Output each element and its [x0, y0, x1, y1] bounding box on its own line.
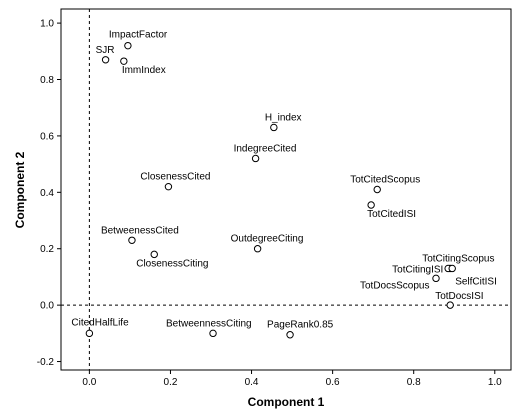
data-point-label: SelfCitISI [455, 276, 497, 287]
data-point-label: TotDocsScopus [360, 280, 429, 291]
data-point-label: OutdegreeCiting [231, 234, 304, 245]
data-point [124, 41, 132, 50]
x-tick-label: 0.0 [82, 377, 96, 388]
data-point-label: BetweennessCiting [166, 318, 252, 329]
data-point-label: ImmIndex [122, 65, 166, 76]
data-point [367, 201, 375, 209]
data-point [164, 182, 173, 191]
data-point-label: SJR [96, 45, 115, 56]
data-point [128, 236, 136, 244]
data-points [85, 41, 456, 339]
data-point-label: TotCitingScopus [422, 253, 494, 264]
plot-frame [60, 8, 512, 371]
data-point [150, 250, 158, 259]
data-point [253, 245, 262, 253]
data-point-label: IndegreeCited [234, 143, 297, 154]
x-axis-ticks: 0.0 0.2 0.4 0.6 0.8 1.0 [82, 370, 502, 388]
data-point-label: ClosenessCited [140, 172, 210, 183]
data-point [432, 274, 440, 283]
data-point [448, 264, 456, 273]
y-tick-label: 0.0 [40, 301, 54, 312]
point-labels: ImpactFactor SJR ImmIndex H_index IndegreeCi… [71, 30, 497, 331]
data-point-label: ImpactFactor [109, 30, 168, 41]
data-point [85, 329, 94, 338]
data-point [373, 185, 381, 194]
data-point-label: H_index [265, 112, 302, 123]
data-point-label: TotCitedISI [367, 209, 416, 220]
data-point-label: CitedHalfLife [71, 317, 129, 328]
data-point-label: ClosenessCiting [136, 258, 208, 269]
y-tick-label: 1.0 [40, 19, 54, 30]
x-axis-label: Component 1 [248, 395, 325, 409]
y-tick-label: 0.6 [40, 131, 54, 142]
data-point-label: TotCitingISI [392, 264, 443, 275]
x-tick-label: 0.4 [245, 377, 259, 388]
data-point [120, 57, 128, 65]
x-tick-label: 0.8 [407, 377, 421, 388]
x-tick-label: 0.6 [326, 377, 340, 388]
y-tick-label: 0.8 [40, 75, 54, 86]
x-tick-label: 1.0 [488, 377, 502, 388]
data-point [270, 123, 278, 132]
y-tick-label: -0.2 [37, 357, 55, 368]
data-point-label: TotDocsISI [435, 291, 483, 302]
x-tick-label: 0.2 [164, 377, 178, 388]
data-point [286, 331, 294, 339]
y-tick-label: 0.2 [40, 244, 54, 255]
data-point [101, 56, 110, 64]
y-axis-ticks: -0.2 0.0 0.2 0.4 0.6 0.8 1.0 [37, 19, 61, 368]
y-axis-label: Component 2 [13, 151, 27, 228]
data-point [209, 329, 217, 338]
data-point [251, 154, 260, 163]
data-point-label: BetweenessCited [101, 225, 179, 236]
y-tick-label: 0.4 [40, 188, 54, 199]
data-point-label: TotCitedScopus [350, 175, 420, 186]
data-point-label: PageRank0.85 [267, 320, 334, 331]
data-point [446, 301, 454, 309]
